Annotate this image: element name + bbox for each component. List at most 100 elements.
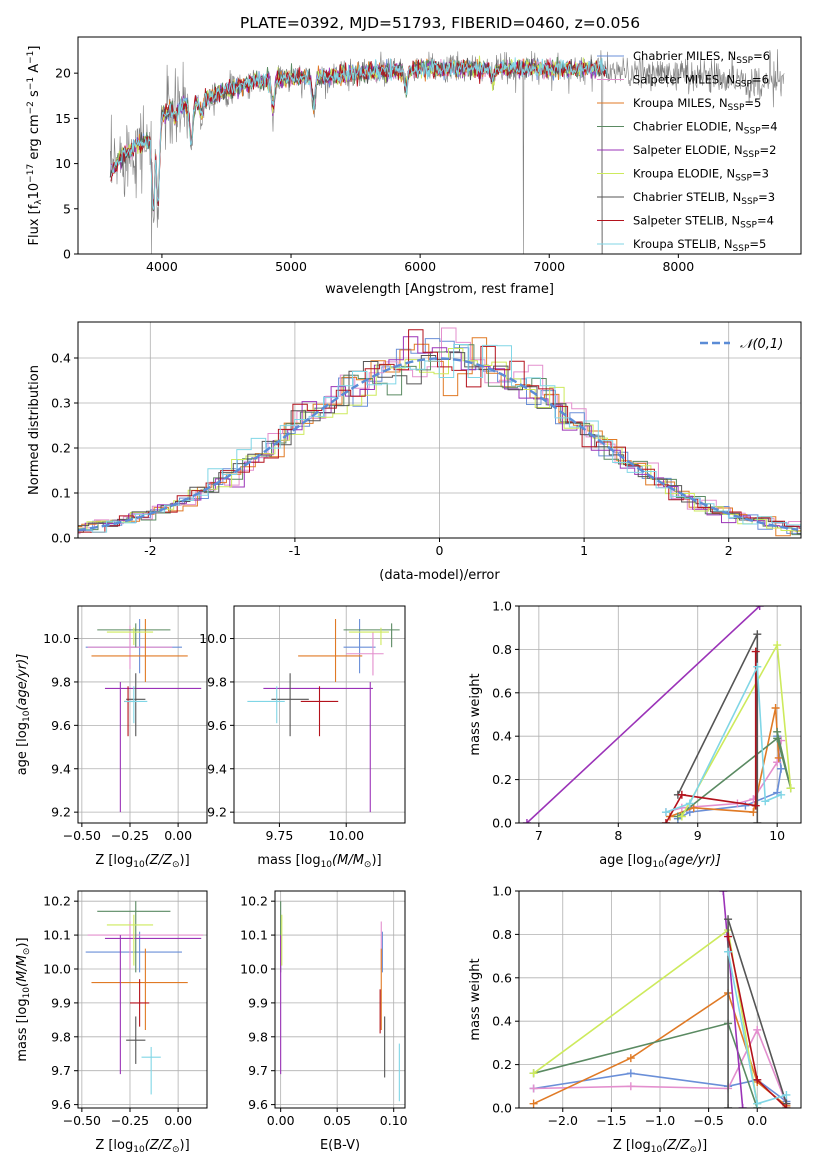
label-part: )] [180,853,190,868]
label-part: (Z/Z [145,853,173,868]
y-tick-label: 10.0 [43,631,71,646]
y-tick-label: 9.6 [248,1097,268,1112]
label-part: mass [log [15,998,30,1061]
label-part: (age/yr)] [15,654,30,711]
label-part: Kroupa MILES, N [633,96,728,110]
y-tick-label: 0.2 [51,441,71,456]
weight-marker [773,758,782,767]
plot-area [522,606,795,823]
y-axis-label: mass [log10(M/M⊙)] [15,937,32,1061]
label-part: 10 [133,860,145,870]
label-part: 10 [27,183,42,200]
axes-frame [77,890,208,1109]
weight-line-kroupa-elodie [533,928,758,1104]
model-line-salpeter-elodie [110,59,601,206]
x-axis-label: E(B-V) [320,1138,360,1153]
weight-marker [771,703,780,712]
weight-line-kroupa-elodie [681,642,792,817]
label-part: ⊙ [364,860,372,870]
y-tick-label: 0.1 [51,486,71,501]
y-tick-label: 0.2 [492,772,512,787]
plot-area [529,891,791,1108]
y-tick-label: 0.8 [492,642,512,657]
model-line-kroupa-miles [111,58,601,209]
label-part: SSP [735,80,752,90]
histogram-step-kroupa-miles [78,337,801,537]
y-tick-label: 9.8 [207,674,227,689]
x-tick-label: 0 [436,543,444,558]
y-tick-label: 20 [55,66,71,81]
weight-marker [689,803,698,812]
weight-marker [741,801,750,810]
label-part: age [log [15,722,30,775]
x-tick-label: 8 [614,828,622,843]
mass-weight-vs-metallicity-panel: −2.0 −1.5 −1.0 −0.5 0.0 0.0 0.2 0.4 0.6 0.8 1.0 Z [… [468,884,802,1155]
y-axis-label: mass weight [468,958,483,1040]
label-part: −2 [26,101,36,114]
weight-marker [724,1104,733,1108]
label-part: Chabrier ELODIE, N [633,120,744,134]
label-part: ⊙ [172,860,180,870]
label-part: ] [27,46,42,51]
label-part: SSP [741,197,758,207]
y-tick-label: 10.2 [43,894,71,909]
y-tick-label: 0.4 [492,729,512,744]
legend-entry: Kroupa MILES, NSSP=5 [633,96,761,113]
x-tick-label: −0.50 [63,1113,101,1128]
label-part: 10 [651,1145,663,1155]
label-part: =5 [749,237,766,251]
x-tick-label: 8000 [662,259,694,274]
weight-marker [677,812,686,821]
label-part: Z [log [95,1138,133,1153]
label-part: s [27,90,42,101]
axes-frame [77,605,208,824]
legend-entry: Kroupa ELODIE, NSSP=3 [633,167,769,184]
y-axis-label: Flux [fλ10−17 erg cm−2 s−1 A−1] [26,46,44,246]
y-tick-label: 0.0 [51,531,71,546]
label-part: −1 [26,77,36,90]
y-tick-label: 0.8 [492,927,512,942]
weight-line-salpeter-stelib [665,651,757,823]
label-part: (age/yr)] [664,853,721,868]
label-part: SSP [740,221,757,231]
x-tick-label: 0.0 [747,1113,767,1128]
y-tick-label: 5 [63,201,71,216]
weight-marker [773,641,782,650]
x-axis-label: Z [log10(Z/Z⊙)] [95,1138,189,1155]
figure-title: PLATE=0392, MJD=51793, FIBERID=0460, z=0… [240,14,640,32]
model-line-kroupa-stelib [111,57,608,210]
label-part: =5 [744,96,761,110]
x-tick-label: 0.10 [380,1113,408,1128]
label-part: SSP [733,244,750,254]
label-part: 10 [652,860,664,870]
y-tick-label: 9.9 [248,995,268,1010]
weight-line-chabrier-stelib [677,633,759,823]
weight-marker [755,606,764,610]
y-tick-label: 10.1 [43,928,71,943]
x-tick-label: −0.25 [111,1113,149,1128]
y-tick-label: 10.0 [199,631,227,646]
y-tick-label: 10 [55,156,71,171]
y-tick-label: 0.2 [492,1057,512,1072]
weight-line-chabrier-elodie [677,731,792,818]
label-part: SSP [735,174,752,184]
axes-frame [233,605,406,824]
model-line-salpeter-miles [110,57,601,212]
x-tick-label: 2 [725,543,733,558]
plot-area [247,619,400,813]
y-tick-label: 9.6 [51,1097,71,1112]
y-tick-label: 10.0 [43,961,71,976]
x-tick-label: -1 [289,543,301,558]
weight-marker [529,1099,538,1108]
label-part: ⊙ [172,1145,180,1155]
legend-entry: Salpeter STELIB, NSSP=4 [633,214,774,231]
weight-marker [753,1025,762,1034]
label-part: −17 [26,164,36,183]
legend-entry: 𝒩(0,1) [740,337,783,352]
weight-marker [753,819,762,823]
weight-marker [661,808,670,817]
normal-curve [78,357,799,532]
x-tick-label: 0.05 [323,1113,351,1128]
x-axis-label: wavelength [Angstrom, rest frame] [325,282,554,297]
